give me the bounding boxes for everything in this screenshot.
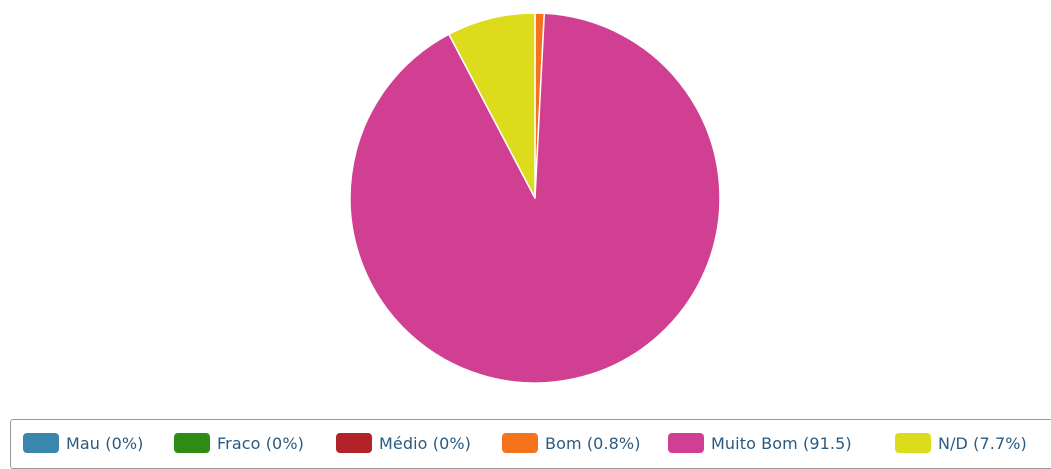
legend-item-fraco[interactable]: Fraco (0%) [174,432,304,454]
legend-swatch [336,433,372,453]
legend-label: Fraco (0%) [217,433,304,453]
legend-item-bom[interactable]: Bom (0.8%) [502,432,641,454]
chart-legend: Mau (0%) Fraco (0%) Médio (0%) Bom (0.8%… [10,419,1051,469]
pie-chart [349,12,721,384]
pie-slice-5[interactable] [448,12,536,199]
legend-item-mau[interactable]: Mau (0%) [23,432,144,454]
pie-slices [349,12,721,384]
legend-swatch [668,433,704,453]
legend-swatch [23,433,59,453]
legend-swatch [174,433,210,453]
legend-swatch [502,433,538,453]
legend-label: Mau (0%) [66,433,144,453]
legend-label: Médio (0%) [379,433,471,453]
legend-label: Muito Bom (91.5) [711,433,852,453]
legend-label: N/D (7.7%) [938,433,1027,453]
legend-item-muito-bom[interactable]: Muito Bom (91.5) [668,432,852,454]
legend-swatch [895,433,931,453]
legend-label: Bom (0.8%) [545,433,641,453]
legend-item-nd[interactable]: N/D (7.7%) [895,432,1027,454]
legend-item-medio[interactable]: Médio (0%) [336,432,471,454]
